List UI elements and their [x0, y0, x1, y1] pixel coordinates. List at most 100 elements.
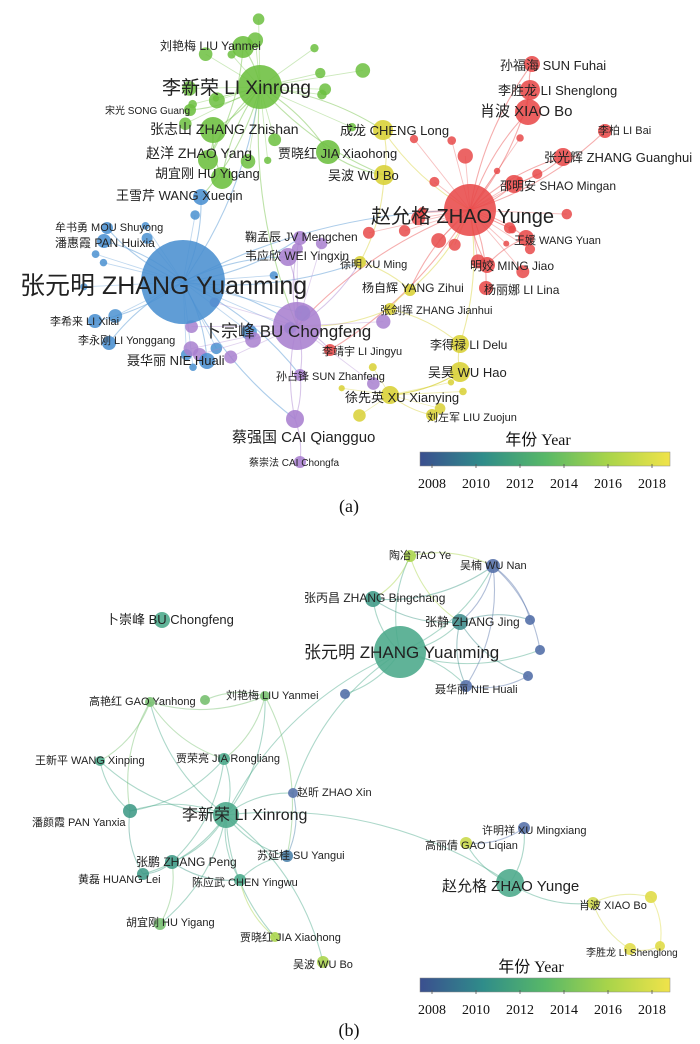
node-song-guang[interactable]: [184, 104, 196, 116]
node-mou-shuyong[interactable]: [101, 222, 113, 234]
node-label-bu-chongfeng: 卜崇峰 BU Chongfeng: [106, 612, 234, 627]
node-label-zhao-yunge: 赵允格 ZHAO Yunge: [442, 878, 579, 895]
node-pan-yanxia[interactable]: [123, 804, 137, 818]
node-liu-yanmei[interactable]: [260, 691, 270, 701]
minor-author-node: [367, 377, 380, 390]
node-wang-xinping[interactable]: [95, 756, 105, 766]
node-li-xinrong[interactable]: [213, 802, 239, 828]
minor-author-node: [210, 342, 223, 355]
node-label-xu-mingxiang: 许明祥 XU Mingxiang: [482, 823, 587, 837]
node-huang-lei[interactable]: [137, 868, 149, 880]
node-yang-zihui[interactable]: [404, 284, 416, 296]
node-wu-hao[interactable]: [450, 362, 470, 382]
node-zhang-yuanming[interactable]: [141, 240, 225, 324]
node-jv-mengchen[interactable]: [293, 231, 307, 245]
minor-author-node: [429, 176, 440, 187]
node-cheng-long[interactable]: [373, 120, 393, 140]
node-li-jingyu[interactable]: [324, 344, 336, 356]
node-zhang-jing[interactable]: [452, 614, 468, 630]
node-sun-fuhai[interactable]: [524, 56, 540, 72]
node-pan-huixia[interactable]: [97, 234, 111, 248]
node-label-wang-xinping: 王新平 WANG Xinping: [35, 753, 145, 767]
panel-caption: (a): [339, 496, 359, 517]
node-bu-chongfeng[interactable]: [273, 302, 321, 350]
node-zhang-yuanming[interactable]: [374, 626, 426, 678]
node-wu-bo[interactable]: [374, 165, 394, 185]
node-label-li-jingyu: 李靖宇 LI Jingyu: [322, 344, 402, 358]
node-shao-mingan[interactable]: [505, 175, 523, 193]
node-gao-liqian[interactable]: [460, 837, 472, 849]
coauthor-link: [225, 811, 511, 884]
node-zhao-yang[interactable]: [198, 150, 218, 170]
node-wang-xueqin[interactable]: [193, 189, 209, 205]
node-xu-mingxiang[interactable]: [518, 822, 530, 834]
coauthor-link: [159, 814, 227, 925]
panel-b-nodes: [95, 550, 665, 968]
node-xiao-bo[interactable]: [587, 897, 599, 909]
node-cai-qiangguo[interactable]: [286, 410, 304, 428]
node-tao-ye[interactable]: [404, 550, 416, 562]
node-gao-yanhong[interactable]: [145, 697, 155, 707]
node-liu-zuojun[interactable]: [426, 409, 438, 421]
node-li-shenglong[interactable]: [520, 80, 540, 100]
node-label-zhang-jianhui: 张剑挥 ZHANG Jianhui: [380, 303, 492, 317]
node-jia-rongliang[interactable]: [218, 753, 230, 765]
node-zhang-zhishan[interactable]: [200, 117, 226, 143]
node-li-shenglong[interactable]: [624, 943, 636, 955]
legend-ticks: 2008 2010 2012 2014 2016 2018: [418, 464, 666, 492]
node-sun-zhanfeng[interactable]: [294, 369, 306, 381]
node-li-xinrong[interactable]: [238, 65, 282, 109]
node-label-tao-ye: 陶冶 TAO Ye: [389, 548, 451, 562]
coauthor-link: [149, 695, 266, 711]
node-label-zhao-yang: 赵洋 ZHAO Yang: [146, 145, 252, 161]
node-label-zhang-zhishan: 张志山 ZHANG Zhishan: [150, 121, 299, 137]
minor-author-node: [99, 258, 108, 267]
panel-a-minor-nodes: [80, 13, 573, 422]
node-label-li-shenglong: 李胜龙 LI Shenglong: [586, 946, 678, 959]
coauthor-link: [149, 701, 225, 760]
node-xu-ming[interactable]: [354, 256, 366, 268]
node-zhang-guanghui[interactable]: [554, 148, 572, 166]
node-label-bu-chongfeng: 卜宗峰 BU Chongfeng: [204, 322, 371, 341]
coauthor-link: [409, 555, 461, 623]
node-wu-bo[interactable]: [317, 956, 329, 968]
node-su-yangui[interactable]: [281, 850, 293, 862]
node-jia-xiaohong[interactable]: [270, 932, 280, 942]
panel-a: 张元明 ZHANG Yuanming 李新荣 LI Xinrong 赵允格 ZHAO…: [20, 13, 692, 517]
node-li-delu[interactable]: [451, 335, 469, 353]
node-li-bai[interactable]: [598, 124, 612, 138]
node-zhang-bingchang[interactable]: [365, 591, 381, 607]
node-cai-chongfa[interactable]: [294, 456, 306, 468]
node-wei-yingxin[interactable]: [279, 248, 297, 266]
node-chen-yingwu[interactable]: [234, 874, 246, 886]
coauthor-link: [99, 760, 131, 812]
minor-author-node: [516, 265, 530, 279]
node-zhang-jianhui[interactable]: [384, 303, 396, 315]
node-nie-huali[interactable]: [199, 353, 215, 369]
node-jia-xiaohong[interactable]: [316, 140, 340, 164]
node-zhao-yunge[interactable]: [444, 184, 496, 236]
node-wang-yuan[interactable]: [518, 230, 534, 246]
node-zhao-xin[interactable]: [288, 788, 298, 798]
node-ming-jiao[interactable]: [479, 257, 495, 273]
node-label-hu-yigang: 胡宜刚 HU Yigang: [126, 915, 215, 929]
legend-tick-label: 2008: [418, 1003, 446, 1018]
node-hu-yigang[interactable]: [211, 167, 233, 189]
node-zhang-peng[interactable]: [165, 855, 179, 869]
node-hu-yigang[interactable]: [154, 918, 166, 930]
node-label-liu-zuojun: 刘左军 LIU Zuojun: [427, 411, 517, 424]
legend-title: 年份 Year: [505, 431, 571, 449]
node-nie-huali[interactable]: [460, 680, 472, 692]
node-zhao-yunge[interactable]: [496, 869, 524, 897]
node-li-yonggang[interactable]: [102, 336, 116, 350]
node-bu-chongfeng[interactable]: [154, 612, 170, 628]
legend-tick-label: 2012: [506, 1003, 534, 1018]
node-xiao-bo[interactable]: [515, 99, 541, 125]
node-wu-nan[interactable]: [486, 559, 500, 573]
node-li-xilai[interactable]: [88, 314, 102, 328]
node-liu-yanmei[interactable]: [232, 36, 254, 58]
node-xu-xianying[interactable]: [381, 386, 399, 404]
node-li-lina[interactable]: [479, 281, 493, 295]
minor-author-node: [240, 154, 256, 169]
legend-colorbar: [419, 977, 671, 993]
